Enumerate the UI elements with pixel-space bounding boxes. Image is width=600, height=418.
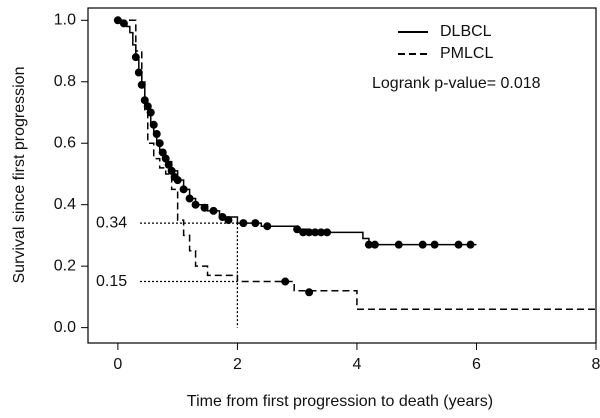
annotation: Logrank p-value= 0.018 — [372, 75, 541, 92]
censor-mark — [137, 80, 146, 89]
censor-mark — [191, 200, 200, 209]
censor-mark — [146, 108, 155, 117]
censor-mark — [167, 166, 176, 175]
censor-mark — [430, 240, 439, 249]
censor-mark — [299, 228, 308, 237]
y-tick-label: 0.8 — [54, 73, 76, 90]
censor-mark — [370, 240, 379, 249]
legend-label: PMLCL — [440, 45, 493, 62]
censor-mark — [218, 212, 227, 221]
reference-label: 0.15 — [96, 273, 127, 290]
censor-mark — [311, 228, 320, 237]
censor-mark — [224, 216, 233, 225]
censor-mark — [173, 176, 182, 185]
y-tick-label: 1.0 — [54, 12, 76, 29]
reference-label: 0.34 — [96, 214, 127, 231]
censor-mark — [140, 96, 149, 105]
y-tick-label: 0.0 — [54, 319, 76, 336]
survival-curve — [117, 19, 596, 310]
censor-mark — [134, 68, 143, 77]
y-tick-label: 0.4 — [54, 196, 76, 213]
plot-frame — [87, 7, 597, 344]
legend-label: DLBCL — [440, 23, 492, 40]
x-tick-label: 4 — [352, 356, 361, 373]
x-tick-label: 2 — [233, 356, 242, 373]
y-tick-label: 0.6 — [54, 134, 76, 151]
censor-mark — [293, 225, 302, 234]
y-axis-label: Survival since first progression — [11, 67, 28, 284]
censor-mark — [305, 288, 314, 297]
censor-mark — [394, 240, 403, 249]
censor-mark — [185, 194, 194, 203]
censor-mark — [149, 120, 158, 129]
censor-mark — [155, 139, 164, 148]
censor-mark — [418, 240, 427, 249]
censor-mark — [364, 240, 373, 249]
censor-mark — [152, 130, 161, 139]
censor-mark — [263, 222, 272, 231]
x-axis-label: Time from first progression to death (ye… — [187, 393, 493, 410]
censor-mark — [209, 206, 218, 215]
censor-mark — [305, 228, 314, 237]
y-tick-label: 0.2 — [54, 257, 76, 274]
censor-mark — [200, 203, 209, 212]
x-tick-label: 8 — [592, 356, 600, 373]
censor-mark — [179, 185, 188, 194]
censor-mark — [119, 19, 128, 28]
censor-mark — [143, 102, 152, 111]
censor-mark — [239, 219, 248, 228]
censor-mark — [281, 277, 290, 286]
censor-mark — [454, 240, 463, 249]
censor-mark — [161, 154, 170, 163]
x-tick-label: 6 — [472, 356, 481, 373]
censor-mark — [251, 219, 260, 228]
censor-mark — [158, 148, 167, 157]
censor-mark — [317, 228, 326, 237]
censor-mark — [323, 228, 332, 237]
censor-mark — [466, 240, 475, 249]
x-tick-label: 0 — [113, 356, 122, 373]
censor-mark — [164, 160, 173, 169]
censor-mark — [131, 53, 140, 62]
